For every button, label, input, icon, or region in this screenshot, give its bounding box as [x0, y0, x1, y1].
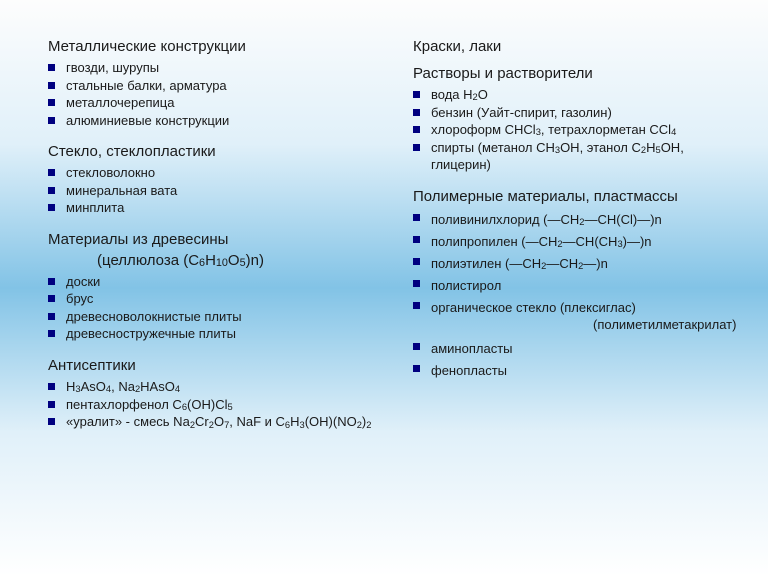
list-item: спирты (метанол CH3OH, этанол C2H5OH, гл…	[413, 139, 738, 174]
list-solvents: вода H2O бензин (Уайт-спирит, газолин) х…	[413, 86, 738, 174]
plexiglass-note: (полиметилметакрилат)	[413, 317, 738, 332]
list-item: алюминиевые конструкции	[48, 112, 373, 130]
list-wood: доски брус древесноволокнистые плиты дре…	[48, 273, 373, 343]
list-item: древесноволокнистые плиты	[48, 308, 373, 326]
list-item: минплита	[48, 199, 373, 217]
list-item: аминопласты	[413, 338, 738, 360]
list-item: фенопласты	[413, 360, 738, 382]
list-antiseptics: H3AsO4, Na2HAsO4 пентахлорфенол C6(OH)Cl…	[48, 378, 373, 431]
list-polymers-2: аминопласты фенопласты	[413, 338, 738, 382]
list-item: полипропилен (―CH2―CH(CH3)―)n	[413, 231, 738, 253]
slide: Металлические конструкции гвозди, шурупы…	[0, 0, 768, 576]
list-item: стекловолокно	[48, 164, 373, 182]
left-column: Металлические конструкции гвозди, шурупы…	[48, 38, 383, 556]
list-item: «уралит» - смесь Na2Cr2O7, NaF и C6H3(OH…	[48, 413, 373, 431]
list-item: полиэтилен (―CH2―CH2―)n	[413, 253, 738, 275]
list-item: пентахлорфенол C6(OH)Cl5	[48, 396, 373, 414]
sec-title-glass: Стекло, стеклопластики	[48, 143, 373, 160]
sec-title-wood: Материалы из древесины	[48, 231, 373, 248]
list-item: древесностружечные плиты	[48, 325, 373, 343]
sec-title-polymers: Полимерные материалы, пластмассы	[413, 188, 738, 205]
list-polymers: поливинилхлорид (―CH2―CH(Cl)―)n полипроп…	[413, 209, 738, 319]
list-item: доски	[48, 273, 373, 291]
list-item: брус	[48, 290, 373, 308]
sec-title-solvents: Растворы и растворители	[413, 65, 738, 82]
list-item: H3AsO4, Na2HAsO4	[48, 378, 373, 396]
list-item: органическое стекло (плексиглас)	[413, 297, 738, 319]
list-item: металлочерепица	[48, 94, 373, 112]
sec-title-metal: Металлические конструкции	[48, 38, 373, 55]
list-glass: стекловолокно минеральная вата минплита	[48, 164, 373, 217]
list-metal: гвозди, шурупы стальные балки, арматура …	[48, 59, 373, 129]
list-item: стальные балки, арматура	[48, 77, 373, 95]
list-item: гвозди, шурупы	[48, 59, 373, 77]
right-column: Краски, лаки Растворы и растворители вод…	[383, 38, 738, 556]
list-item: хлороформ CHCl3, тетрахлорметан CCl4	[413, 121, 738, 139]
list-item: бензин (Уайт-спирит, газолин)	[413, 104, 738, 122]
sec-title-antiseptics: Антисептики	[48, 357, 373, 374]
list-item: вода H2O	[413, 86, 738, 104]
list-item: поливинилхлорид (―CH2―CH(Cl)―)n	[413, 209, 738, 231]
cellulose-formula: (целлюлоза (C6H10O5)n)	[48, 252, 373, 269]
sec-title-paints: Краски, лаки	[413, 38, 738, 55]
list-item: полистирол	[413, 275, 738, 297]
list-item: минеральная вата	[48, 182, 373, 200]
